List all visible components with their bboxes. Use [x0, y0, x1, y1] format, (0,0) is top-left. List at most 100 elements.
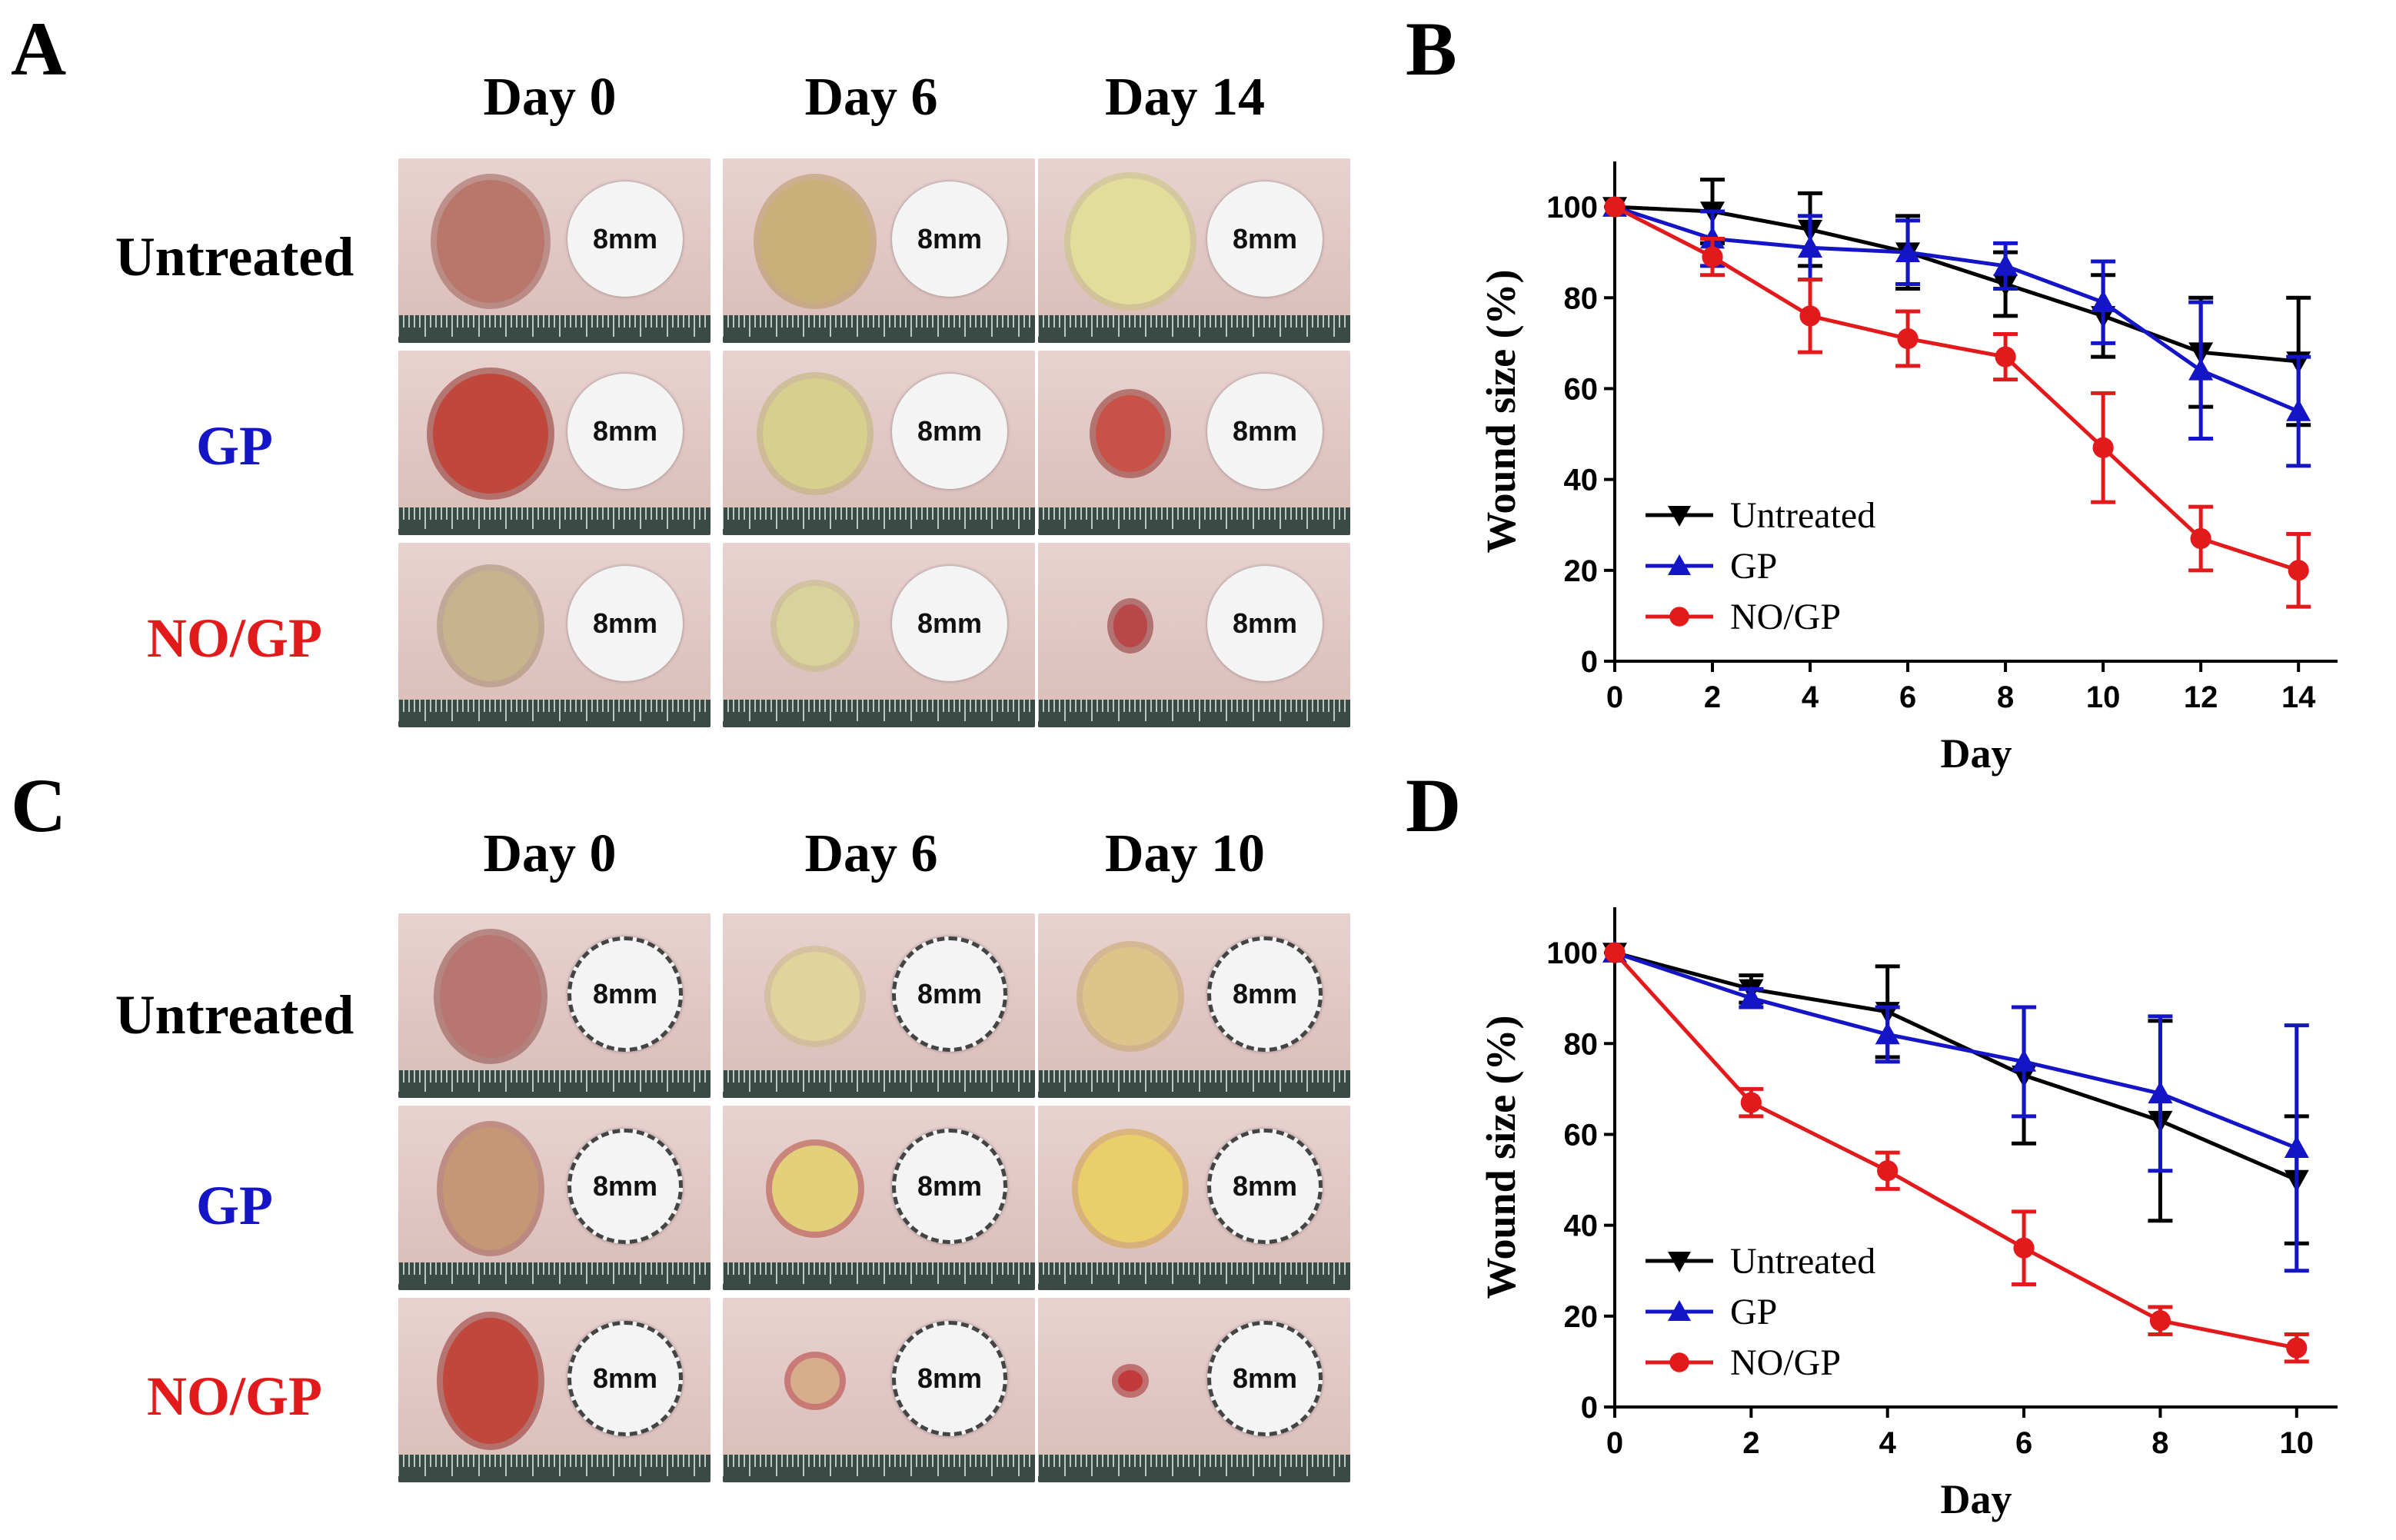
panel-a-wound-photo: 8mm: [398, 351, 710, 535]
panel-c-wound-photo: 8mm: [398, 1106, 710, 1290]
chart-b-legend-marker-nogp: [1669, 607, 1689, 627]
chart-b-y-tick-label: 80: [1564, 281, 1599, 315]
chart-b-series-gp: [1602, 195, 2311, 468]
chart-d-y-tick-label: 20: [1564, 1300, 1599, 1334]
panel-a-row-label-gp: GP: [196, 415, 273, 477]
panel-a-wound-photo: 8mm: [398, 543, 710, 727]
chart-b-legend-label-nogp: NO/GP: [1730, 597, 1841, 637]
chart-d-series-untreated: [1602, 943, 2309, 1246]
panel-c-scale-tag: 8mm: [567, 1129, 683, 1244]
panel-c-row-label-untreated: Untreated: [115, 984, 354, 1046]
chart-d-x-tick-label: 0: [1606, 1426, 1623, 1460]
chart-d-y-tick-label: 0: [1581, 1391, 1598, 1425]
panel-c-scale-tag: 8mm: [567, 936, 683, 1052]
chart-b-legend-item-untreated: Untreated: [1646, 495, 1875, 536]
chart-b-point-nogp: [1799, 305, 1821, 327]
chart-b-y-tick-label: 20: [1564, 554, 1599, 588]
chart-b-line-gp: [1614, 205, 2300, 414]
chart-b-line-nogp: [1613, 205, 2299, 573]
chart-b-point-nogp: [1995, 346, 2016, 368]
chart-d-x-tick-label: 2: [1742, 1426, 1759, 1460]
chart-b-line-untreated: [1614, 205, 2299, 364]
chart-b-point-nogp: [1604, 196, 1626, 218]
panel-letter-b: B: [1406, 6, 1457, 91]
panel-c-day-header: Day 6: [804, 824, 938, 883]
panel-c-scale-tag: 8mm: [892, 936, 1007, 1052]
chart-d-series-nogp: [1604, 942, 2309, 1364]
chart-d-wound-size: 0 20 40 60 80 100 0 2 4 6 8 10 Day Wound size (%) Untr…: [1478, 907, 2338, 1522]
chart-d-y-tick-label: 80: [1564, 1027, 1599, 1061]
panel-a-scale-tag: 8mm: [567, 181, 683, 297]
chart-b-point-nogp: [2092, 437, 2114, 458]
chart-d-legend-item-gp: GP: [1646, 1292, 1777, 1332]
chart-b-x-tick-label: 6: [1899, 680, 1916, 714]
chart-d-legend-marker-untreated: [1668, 1252, 1691, 1272]
panel-a-wound-photo: 8mm: [398, 158, 710, 343]
panel-c-wound-photo: 8mm: [1038, 1106, 1350, 1290]
chart-d-point-nogp: [1877, 1160, 1898, 1182]
panel-a-wound-photo: 8mm: [723, 351, 1035, 535]
chart-d-series-gp: [1602, 940, 2309, 1273]
panel-a-wound-photo: 8mm: [1038, 351, 1350, 535]
panel-a-day-header: Day 6: [804, 68, 938, 127]
panel-c-day-header: Day 10: [1104, 824, 1266, 883]
chart-d-point-nogp: [2286, 1337, 2308, 1359]
chart-d-legend-marker-gp: [1668, 1300, 1691, 1321]
chart-b-point-gp: [2286, 399, 2311, 421]
chart-b-y-tick-label: 0: [1581, 645, 1598, 679]
panel-c-wound-photo: 8mm: [398, 913, 710, 1098]
chart-b-x-tick-label: 14: [2281, 680, 2316, 714]
panel-a-wound-photo: 8mm: [723, 543, 1035, 727]
chart-b-point-gp: [2188, 358, 2214, 381]
chart-d-legend-label-nogp: NO/GP: [1730, 1342, 1841, 1383]
panel-c-day-header: Day 0: [483, 824, 617, 883]
panel-a-day-header: Day 14: [1104, 68, 1266, 127]
chart-b-wound-size: 0 20 40 60 80 100 0 2 4 6 8 10 12 14 Day Wound size (%)…: [1478, 161, 2338, 777]
chart-b-legend-item-nogp: NO/GP: [1646, 597, 1841, 637]
chart-d-legend-label-gp: GP: [1730, 1292, 1777, 1332]
chart-d-point-nogp: [1604, 942, 1626, 963]
chart-d-x-tick-label: 6: [2015, 1426, 2032, 1460]
chart-b-point-nogp: [2288, 560, 2309, 581]
panel-letter-c: C: [11, 763, 67, 848]
panel-c-wound-photo: 8mm: [1038, 1298, 1350, 1482]
panel-letter-d: D: [1406, 763, 1462, 848]
panel-c-scale-tag: 8mm: [1207, 936, 1323, 1052]
panel-c-wound-photo: 8mm: [398, 1298, 710, 1482]
chart-b-y-tick-label: 60: [1564, 372, 1599, 406]
chart-b-point-nogp: [1897, 328, 1918, 350]
chart-b-x-tick-label: 2: [1704, 680, 1721, 714]
chart-d-x-tick-label: 10: [2280, 1426, 2314, 1460]
chart-b-point-nogp: [2190, 527, 2211, 550]
chart-d-legend-marker-nogp: [1669, 1352, 1689, 1372]
chart-d-line-nogp: [1613, 951, 2298, 1350]
panel-a-row-label-nogp: NO/GP: [147, 607, 322, 669]
chart-b-x-tick-label: 12: [2184, 680, 2218, 714]
chart-b-legend-marker-gp: [1668, 554, 1691, 575]
chart-b-y-axis-label: Wound size (%): [1478, 269, 1524, 553]
chart-b-legend-item-gp: GP: [1646, 546, 1777, 587]
panel-c-wound-photo: 8mm: [723, 913, 1035, 1098]
chart-b-x-tick-label: 8: [1997, 680, 2014, 714]
panel-a-scale-tag: 8mm: [1207, 566, 1323, 681]
chart-b-y-tick-label: 40: [1564, 464, 1599, 497]
panel-a-day-header: Day 0: [483, 68, 617, 127]
chart-b-x-axis-label: Day: [1941, 730, 2012, 777]
chart-d-x-axis-label: Day: [1941, 1476, 2012, 1522]
chart-d-point-gp: [2148, 1081, 2173, 1104]
chart-b-x-tick-label: 10: [2086, 680, 2121, 714]
chart-d-y-axis-label: Wound size (%): [1478, 1015, 1524, 1299]
panel-a-scale-tag: 8mm: [892, 566, 1007, 681]
panel-letter-a: A: [11, 6, 67, 91]
panel-a-scale-tag: 8mm: [567, 566, 683, 681]
chart-b-y-tick-label: 100: [1546, 191, 1598, 225]
chart-b-x-tick-label: 0: [1606, 680, 1623, 714]
chart-b-point-gp: [1993, 253, 2018, 276]
chart-b-x-tick-label: 4: [1802, 680, 1819, 714]
panel-c-scale-tag: 8mm: [892, 1321, 1007, 1436]
panel-c-wound-photo: 8mm: [1038, 913, 1350, 1098]
panel-c-scale-tag: 8mm: [1207, 1321, 1323, 1436]
chart-d-legend-label-untreated: Untreated: [1730, 1241, 1875, 1282]
panel-a-scale-tag: 8mm: [892, 181, 1007, 297]
panel-c-scale-tag: 8mm: [567, 1321, 683, 1436]
